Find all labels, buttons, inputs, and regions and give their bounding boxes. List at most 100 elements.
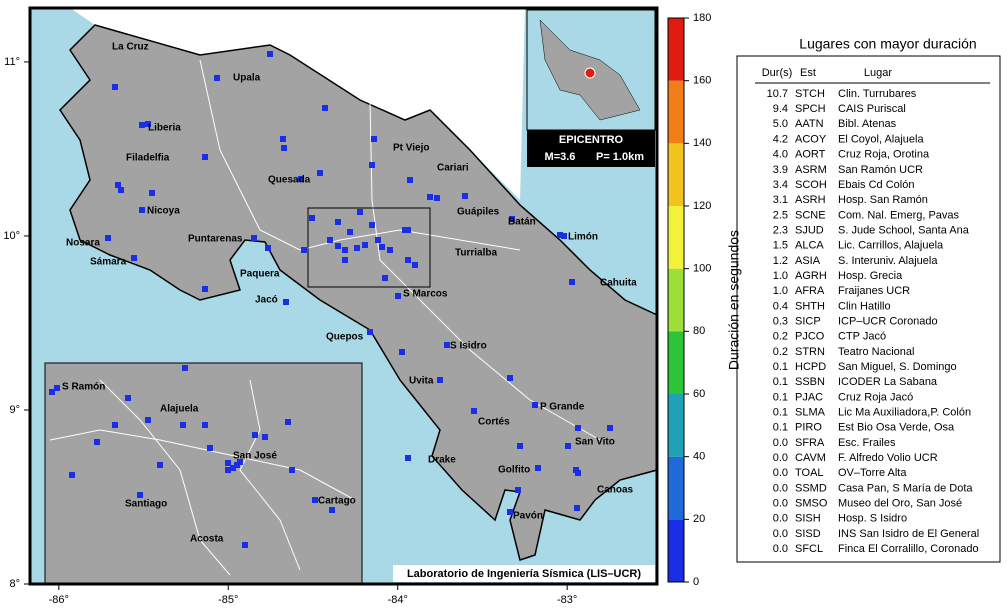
station xyxy=(575,470,581,476)
station-code: AATN xyxy=(795,118,824,130)
duration: 0.0 xyxy=(773,497,788,509)
station xyxy=(379,244,385,250)
station xyxy=(347,229,353,235)
station-code: STRN xyxy=(795,346,825,358)
station xyxy=(575,425,581,431)
station xyxy=(145,417,151,423)
station xyxy=(225,460,231,466)
station-code: SCOH xyxy=(795,179,827,191)
station xyxy=(131,255,137,261)
place-label: S Ramón xyxy=(62,382,105,393)
station-code: SCNE xyxy=(795,209,826,221)
station-code: SISD xyxy=(795,528,821,540)
station xyxy=(427,194,433,200)
epicenter-title: EPICENTRO xyxy=(559,134,624,146)
station xyxy=(139,207,145,213)
place-label: Turrialba xyxy=(455,248,497,259)
station-code: HCPD xyxy=(795,361,826,373)
place-label: Quepos xyxy=(326,332,364,343)
station xyxy=(509,216,515,222)
station xyxy=(462,193,468,199)
station xyxy=(322,105,328,111)
place-label: Puntarenas xyxy=(188,234,243,245)
station xyxy=(265,245,271,251)
station-place: Ebais Cd Colón xyxy=(838,179,914,191)
station xyxy=(369,162,375,168)
station-code: PJCO xyxy=(795,331,825,343)
station xyxy=(115,182,121,188)
place-label: Cartago xyxy=(318,496,356,507)
station-code: ASIA xyxy=(795,255,821,267)
station xyxy=(532,402,538,408)
station-place: Fraijanes UCR xyxy=(838,285,910,297)
table-header: Est xyxy=(800,67,816,79)
place-label: Canoas xyxy=(597,485,634,496)
station xyxy=(342,257,348,263)
station xyxy=(515,487,521,493)
station-place: Lic. Carrillos, Alajuela xyxy=(838,240,944,252)
colorbar-segment xyxy=(668,519,684,582)
station xyxy=(202,286,208,292)
lat-tick-label: 8° xyxy=(9,578,20,590)
station xyxy=(407,177,413,183)
duration: 0.0 xyxy=(773,482,788,494)
colorbar-segment xyxy=(668,331,684,394)
station-place: Cruz Roja Jacó xyxy=(838,391,913,403)
station xyxy=(214,75,220,81)
duration: 0.1 xyxy=(773,361,788,373)
station xyxy=(207,445,213,451)
place-label: Nosara xyxy=(66,238,100,249)
station-place: S. Jude School, Santa Ana xyxy=(838,224,970,236)
station xyxy=(225,467,231,473)
map-frame xyxy=(28,6,659,586)
duration: 9.4 xyxy=(773,103,788,115)
station xyxy=(267,51,273,57)
station xyxy=(283,299,289,305)
road xyxy=(239,379,301,571)
station-place: ICP–UCR Coronado xyxy=(838,315,938,327)
duration: 0.1 xyxy=(773,406,788,418)
station xyxy=(335,219,341,225)
station-place: Bibl. Atenas xyxy=(838,118,897,130)
station-code: SFRA xyxy=(795,437,825,449)
lat-tick-label: 9° xyxy=(9,404,20,416)
station-code: PIRO xyxy=(795,422,822,434)
station-place: Clin. Turrubares xyxy=(838,88,917,100)
place-label: Upala xyxy=(233,73,261,84)
place-label: Drake xyxy=(428,455,456,466)
station xyxy=(412,262,418,268)
colorbar-segment xyxy=(668,456,684,520)
station xyxy=(561,233,567,239)
station xyxy=(280,136,286,142)
magnitude: M=3.6 xyxy=(545,151,576,163)
station xyxy=(285,419,291,425)
place-label: Guápiles xyxy=(457,207,500,218)
costa-rica xyxy=(59,24,658,561)
station xyxy=(395,293,401,299)
colorbar-frame xyxy=(667,17,685,583)
duration: 3.4 xyxy=(773,179,788,191)
station-code: TOAL xyxy=(795,467,824,479)
station-code: SSMD xyxy=(795,482,827,494)
place-label: Pt Viejo xyxy=(393,143,430,154)
duration: 10.7 xyxy=(767,88,788,100)
duration: 0.2 xyxy=(773,346,788,358)
station-code: SLMA xyxy=(795,406,826,418)
duration: 0.0 xyxy=(773,513,788,525)
duration: 0.0 xyxy=(773,528,788,540)
duration: 0.0 xyxy=(773,452,788,464)
station-code: SJUD xyxy=(795,224,824,236)
place-label: S Isidro xyxy=(450,341,487,352)
station xyxy=(327,237,333,243)
station xyxy=(312,497,318,503)
station xyxy=(145,121,151,127)
colorbar-segment xyxy=(668,143,684,206)
station xyxy=(565,443,571,449)
station xyxy=(252,432,258,438)
station-code: ASRM xyxy=(795,164,827,176)
duration: 0.3 xyxy=(773,315,788,327)
credit-box xyxy=(393,565,655,582)
station xyxy=(405,455,411,461)
station xyxy=(367,329,373,335)
place-label: San José xyxy=(233,451,277,462)
